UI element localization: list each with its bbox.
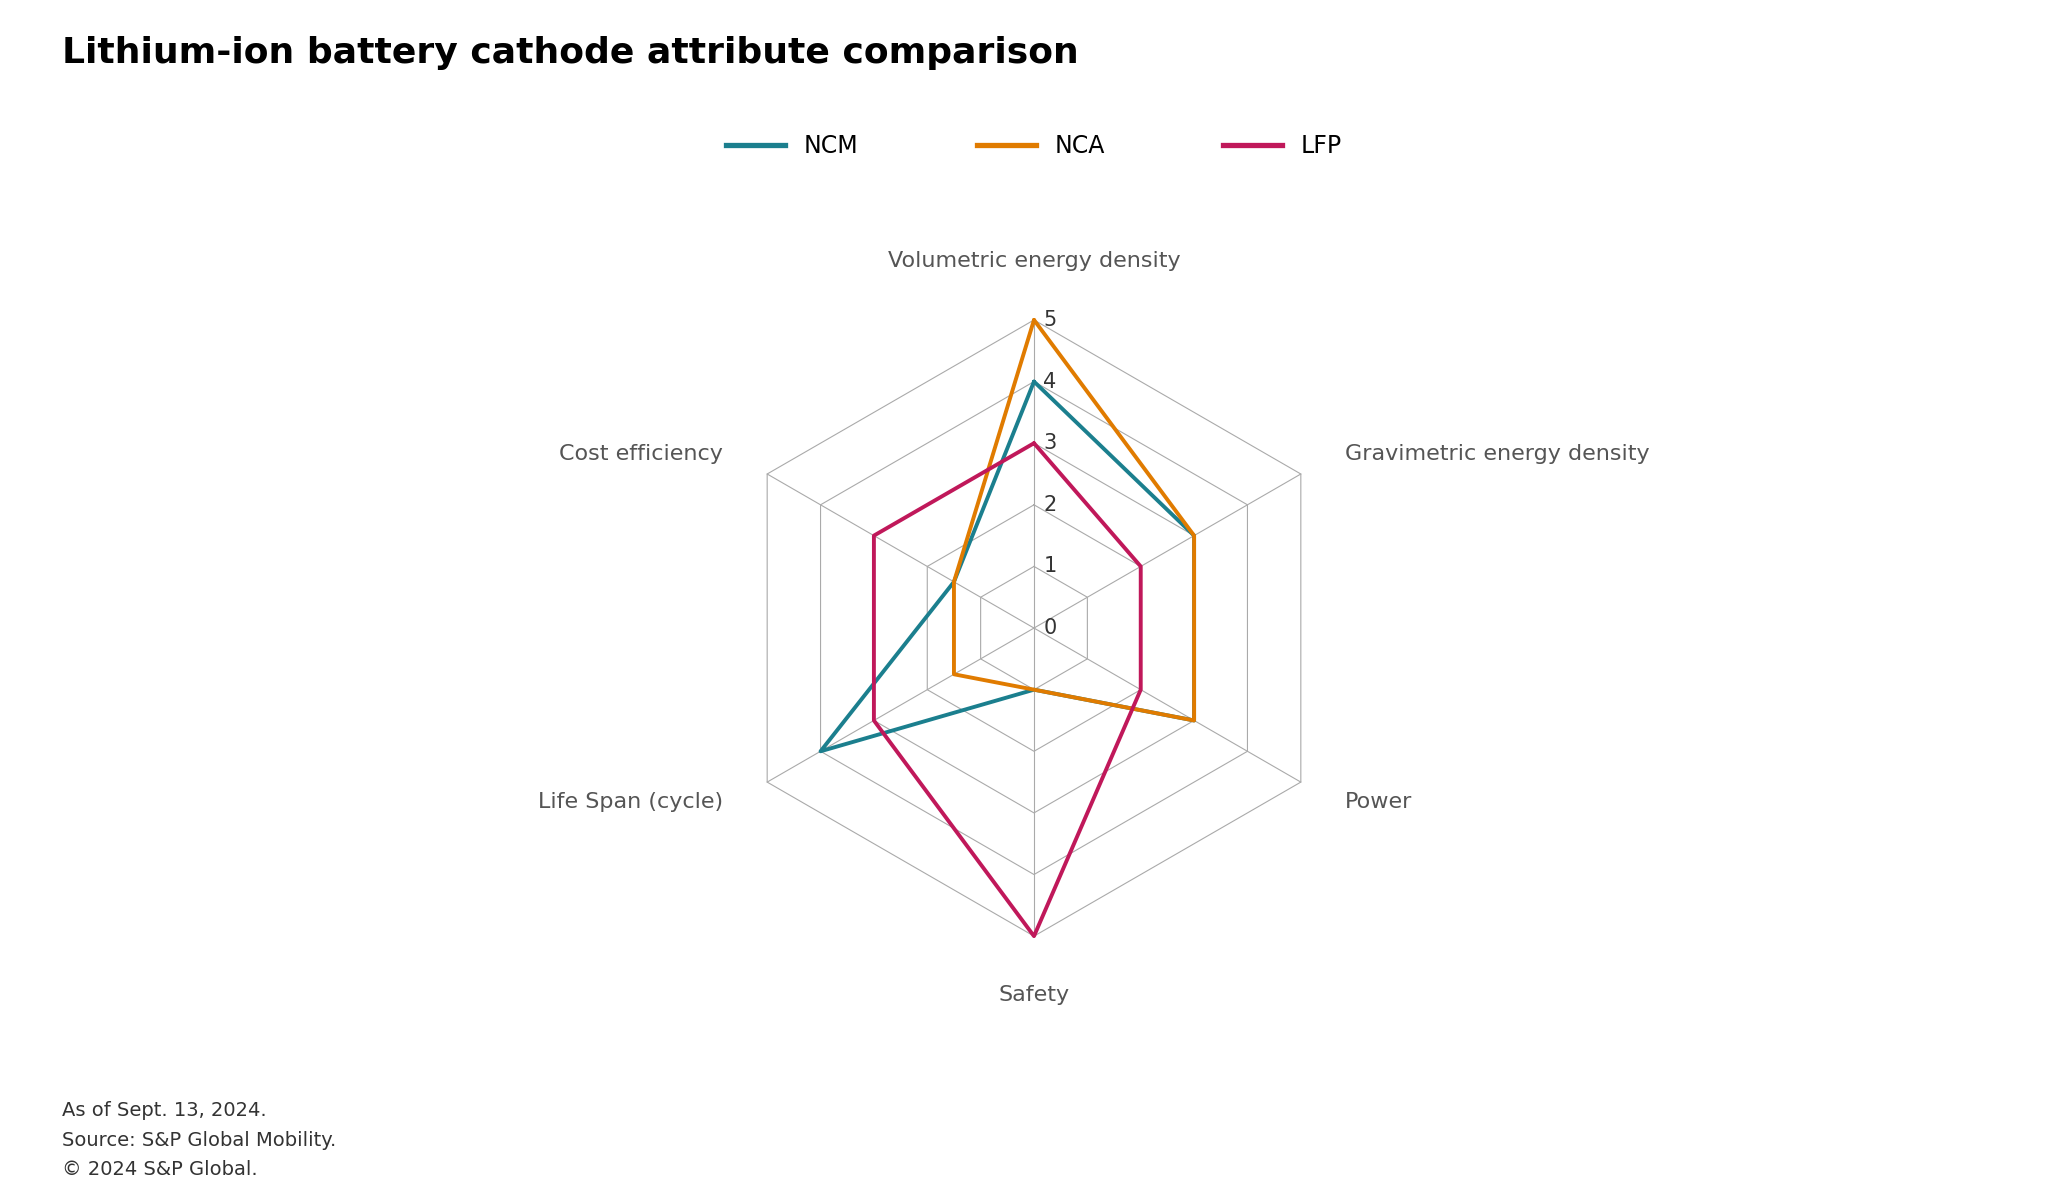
Text: 0: 0	[1042, 619, 1057, 638]
Text: Gravimetric energy density: Gravimetric energy density	[1344, 444, 1650, 465]
Text: Volumetric energy density: Volumetric energy density	[887, 251, 1181, 270]
Text: As of Sept. 13, 2024.
Source: S&P Global Mobility.
© 2024 S&P Global.: As of Sept. 13, 2024. Source: S&P Global…	[62, 1101, 337, 1179]
Text: 3: 3	[1042, 434, 1057, 453]
Text: Safety: Safety	[999, 986, 1069, 1005]
Text: Power: Power	[1344, 792, 1412, 812]
Text: 4: 4	[1042, 372, 1057, 391]
Text: 1: 1	[1042, 557, 1057, 576]
Text: 2: 2	[1042, 495, 1057, 514]
Legend: NCM, NCA, LFP: NCM, NCA, LFP	[718, 124, 1350, 167]
Text: Cost efficiency: Cost efficiency	[558, 444, 724, 465]
Text: Life Span (cycle): Life Span (cycle)	[538, 792, 724, 812]
Text: 5: 5	[1042, 310, 1057, 329]
Text: Lithium-ion battery cathode attribute comparison: Lithium-ion battery cathode attribute co…	[62, 36, 1079, 70]
